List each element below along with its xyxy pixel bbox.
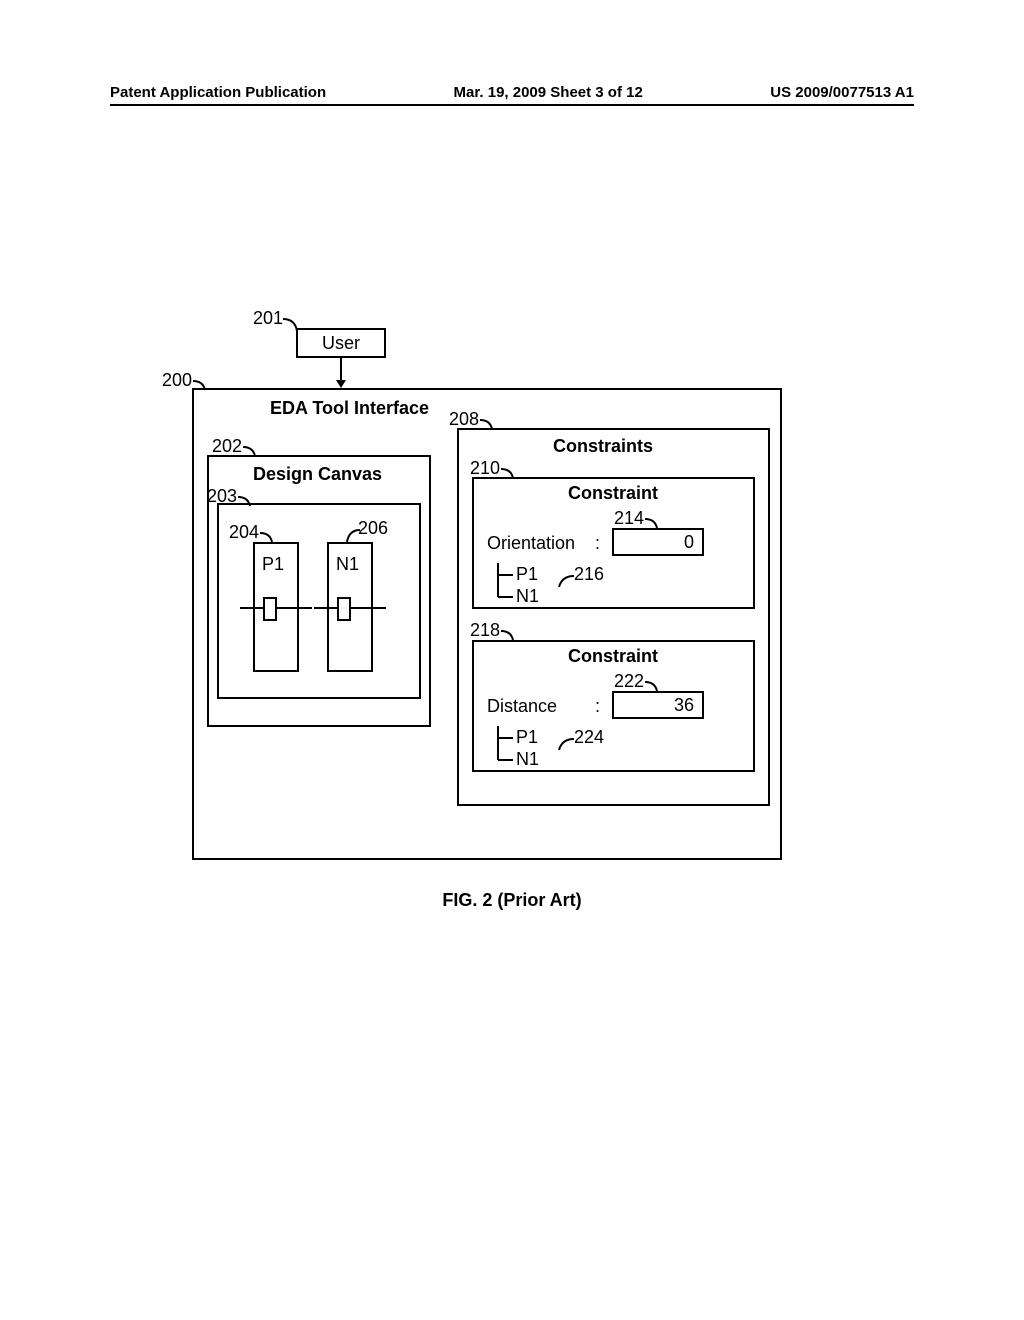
- constraint-2-title: Constraint: [568, 646, 658, 667]
- orientation-label: Orientation: [487, 533, 575, 554]
- constraint-1-n1: N1: [516, 586, 539, 607]
- ref-224: 224: [574, 727, 604, 748]
- ref-210: 210: [470, 458, 500, 479]
- user-box: User: [296, 328, 386, 358]
- ref-214: 214: [614, 508, 644, 529]
- ref-218: 218: [470, 620, 500, 641]
- design-canvas-title: Design Canvas: [253, 464, 382, 485]
- n1-gate-icon: [314, 595, 386, 625]
- ref-208: 208: [449, 409, 479, 430]
- constraint-1-tree-icon: [495, 563, 517, 603]
- leader-222: [645, 679, 661, 693]
- ref-216: 216: [574, 564, 604, 585]
- leader-210: [501, 466, 517, 480]
- constraint-2-p1: P1: [516, 727, 538, 748]
- constraints-title: Constraints: [553, 436, 653, 457]
- ref-201: 201: [253, 308, 283, 329]
- n1-label: N1: [336, 554, 359, 575]
- p1-label: P1: [262, 554, 284, 575]
- leader-206: [344, 527, 362, 545]
- leader-204: [260, 530, 276, 544]
- constraint-2-tree-icon: [495, 726, 517, 766]
- ref-222: 222: [614, 671, 644, 692]
- ref-206: 206: [358, 518, 388, 539]
- arrow-user-to-eda: [338, 358, 348, 390]
- p1-gate-icon: [240, 595, 312, 625]
- leader-203: [238, 494, 254, 508]
- figure-caption: FIG. 2 (Prior Art): [0, 890, 1024, 911]
- leader-218: [501, 628, 517, 642]
- figure-area: User EDA Tool Interface Design Canvas P1…: [0, 0, 1024, 1320]
- distance-label: Distance: [487, 696, 557, 717]
- page: Patent Application Publication Mar. 19, …: [0, 0, 1024, 1320]
- leader-216: [556, 573, 576, 589]
- leader-202: [243, 444, 259, 458]
- orientation-value: 0: [612, 528, 704, 556]
- constraint-2-n1: N1: [516, 749, 539, 770]
- eda-title: EDA Tool Interface: [270, 398, 429, 419]
- ref-204: 204: [229, 522, 259, 543]
- constraint-1-title: Constraint: [568, 483, 658, 504]
- user-label: User: [322, 333, 360, 353]
- orientation-colon: :: [595, 533, 600, 554]
- leader-214: [645, 516, 661, 530]
- ref-203: 203: [207, 486, 237, 507]
- ref-200: 200: [162, 370, 192, 391]
- leader-200: [193, 378, 209, 392]
- distance-value: 36: [612, 691, 704, 719]
- leader-208: [480, 417, 496, 431]
- leader-224: [556, 736, 576, 752]
- distance-colon: :: [595, 696, 600, 717]
- leader-201: [283, 316, 303, 334]
- ref-202: 202: [212, 436, 242, 457]
- constraint-1-p1: P1: [516, 564, 538, 585]
